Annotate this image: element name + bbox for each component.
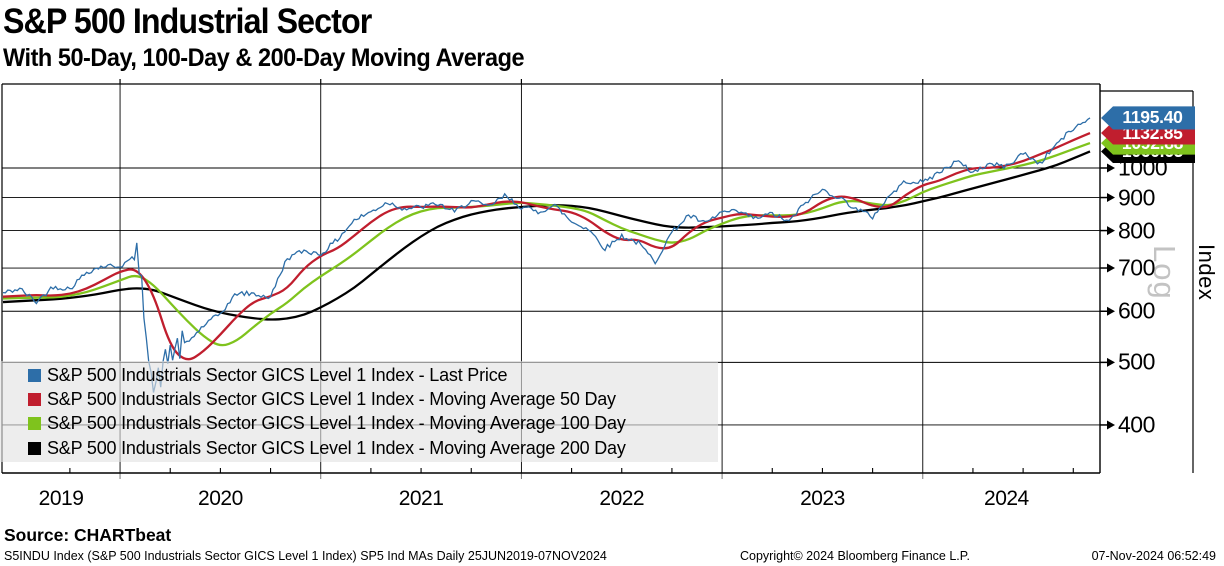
y-axis-tick-label: 500 [1118, 348, 1155, 375]
legend-item-label: S&P 500 Industrials Sector GICS Level 1 … [47, 389, 616, 410]
legend-swatch-icon [28, 393, 41, 407]
legend-item-label: S&P 500 Industrials Sector GICS Level 1 … [47, 413, 626, 434]
x-axis-year-label: 2022 [599, 487, 645, 510]
x-axis-year-label: 2023 [800, 487, 845, 510]
y-axis-tick-label: 900 [1118, 184, 1155, 211]
legend-item: S&P 500 Industrials Sector GICS Level 1 … [0, 412, 718, 436]
legend-item-label: S&P 500 Industrials Sector GICS Level 1 … [47, 437, 626, 458]
legend-swatch-icon [28, 368, 41, 382]
y-axis-scale-label: Log [1147, 245, 1182, 300]
x-axis-year-label: 2024 [984, 487, 1029, 510]
legend-swatch-icon [28, 441, 41, 455]
y-axis-tick-label: 400 [1118, 411, 1155, 438]
chart-legend: S&P 500 Industrials Sector GICS Level 1 … [0, 361, 718, 462]
x-axis-year-label: 2021 [398, 487, 444, 510]
page-title: S&P 500 Industrial Sector [3, 2, 372, 41]
legend-item: S&P 500 Industrials Sector GICS Level 1 … [0, 436, 718, 460]
footer-datetime: 07-Nov-2024 06:52:49 [1091, 549, 1216, 563]
legend-swatch-icon [28, 417, 41, 431]
chart-subtitle: With 50-Day, 100-Day & 200-Day Moving Av… [3, 44, 525, 72]
y-axis-title: Index [1194, 244, 1219, 301]
legend-item-label: S&P 500 Industrials Sector GICS Level 1 … [47, 364, 508, 385]
y-axis-tick-label: 800 [1118, 217, 1155, 244]
legend-item: S&P 500 Industrials Sector GICS Level 1 … [0, 363, 718, 387]
price-label-badge: 1195.40 [1101, 106, 1195, 130]
price-label-value: 1195.40 [1122, 107, 1183, 128]
x-axis-year-label: 2019 [38, 487, 84, 510]
y-axis-tick-label: 600 [1118, 297, 1155, 324]
x-axis-year-label: 2020 [198, 487, 243, 510]
source-label: Source: CHARTbeat [4, 525, 172, 545]
footer-description: S5INDU Index (S&P 500 Industrials Sector… [4, 549, 607, 563]
footer-copyright: Copyright© 2024 Bloomberg Finance L.P. [740, 549, 970, 563]
y-axis-tick-label: 700 [1118, 254, 1155, 281]
legend-item: S&P 500 Industrials Sector GICS Level 1 … [0, 387, 718, 411]
